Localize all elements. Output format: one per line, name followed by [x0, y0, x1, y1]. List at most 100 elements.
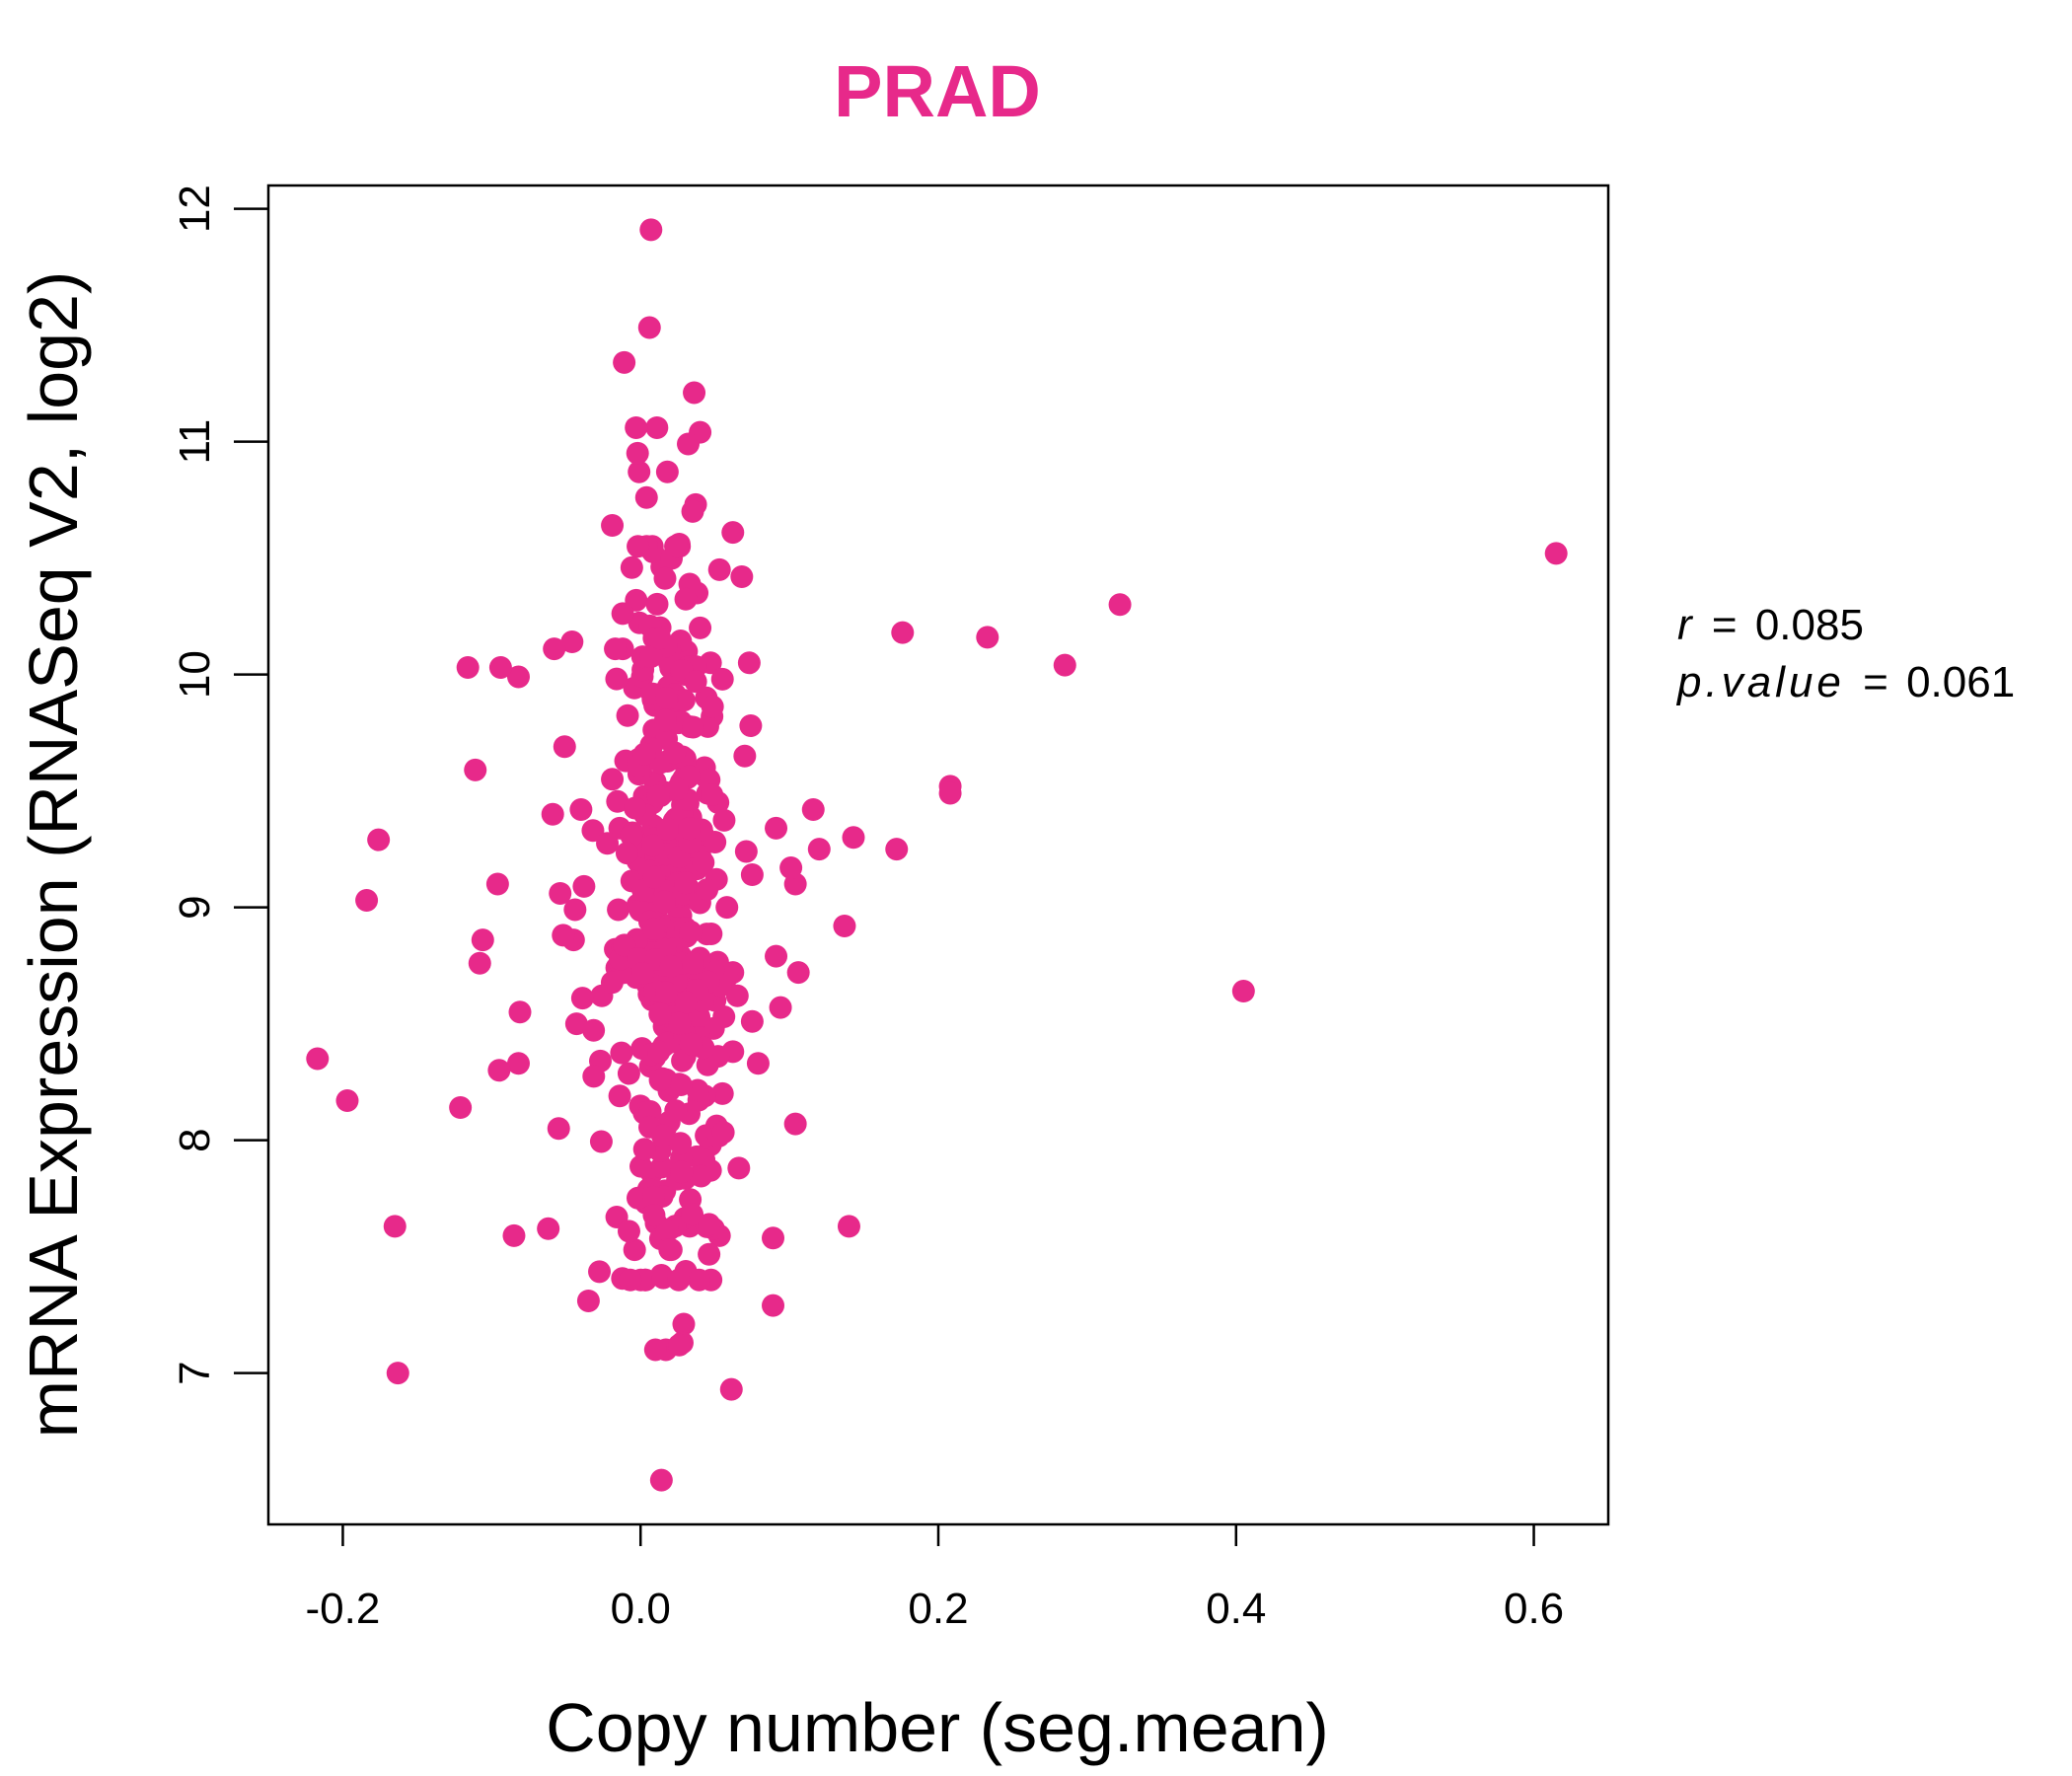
data-point — [1544, 542, 1568, 565]
data-points — [306, 218, 1568, 1492]
data-point — [553, 735, 576, 759]
y-axis-label: mRNA Expression (RNASeq V2, log2) — [15, 271, 92, 1439]
data-point — [367, 828, 391, 851]
data-point — [833, 914, 856, 937]
data-point — [648, 627, 672, 650]
data-point — [698, 1213, 721, 1236]
data-point — [769, 996, 792, 1019]
data-point — [976, 626, 999, 649]
data-point — [648, 1002, 672, 1026]
data-point — [560, 630, 584, 654]
data-point — [646, 784, 670, 808]
p-value: 0.061 — [1906, 658, 2015, 706]
data-point — [570, 987, 594, 1010]
data-point — [552, 924, 575, 947]
data-point — [625, 415, 648, 439]
data-point — [654, 686, 678, 709]
y-tick-label: 8 — [171, 1128, 219, 1151]
data-point — [596, 832, 620, 855]
data-point — [642, 917, 666, 940]
data-point — [765, 944, 788, 968]
data-point — [665, 777, 689, 801]
data-point — [682, 951, 705, 975]
data-point — [617, 1220, 640, 1243]
data-point — [740, 1009, 764, 1033]
data-point — [601, 514, 625, 538]
data-point — [468, 951, 491, 975]
data-point — [737, 651, 761, 675]
data-point — [620, 555, 643, 579]
data-point — [306, 1047, 330, 1071]
data-point — [674, 587, 698, 611]
data-point — [842, 826, 865, 850]
x-axis: -0.2 0.0 0.2 0.4 0.6 — [306, 1524, 1564, 1633]
data-point — [733, 744, 757, 768]
data-point — [783, 1112, 807, 1136]
data-point — [355, 889, 379, 913]
data-point — [608, 1084, 631, 1108]
data-point — [682, 715, 705, 739]
data-point — [679, 920, 703, 943]
data-point — [725, 984, 749, 1007]
data-point — [712, 808, 736, 832]
data-point — [674, 991, 698, 1014]
y-axis: 7 8 9 10 11 12 — [171, 185, 268, 1385]
data-point — [762, 1226, 785, 1250]
data-point — [671, 1049, 695, 1073]
r-label: r — [1677, 601, 1694, 649]
y-tick-label: 9 — [171, 895, 219, 919]
data-point — [700, 923, 723, 946]
data-point — [623, 1238, 646, 1262]
data-point — [641, 834, 665, 857]
data-point — [786, 961, 810, 985]
data-point — [639, 645, 663, 669]
data-point — [669, 1132, 693, 1155]
plot-frame — [266, 184, 1610, 1526]
data-point — [698, 1242, 721, 1266]
data-point — [689, 616, 712, 639]
data-point — [637, 316, 661, 339]
data-point — [645, 415, 669, 439]
data-point — [456, 656, 480, 680]
data-point — [655, 460, 679, 483]
y-tick-label: 10 — [171, 650, 219, 699]
data-point — [678, 817, 702, 841]
data-point — [667, 1333, 691, 1357]
data-point — [681, 1203, 704, 1226]
data-point — [665, 535, 689, 558]
data-point — [615, 842, 638, 865]
p-label: p.value — [1675, 658, 1845, 706]
r-stat: r = 0.085 — [1677, 601, 1864, 649]
data-point — [335, 1088, 359, 1112]
data-point — [449, 1096, 473, 1120]
data-point — [683, 381, 706, 405]
data-point — [656, 817, 680, 841]
chart-title: PRAD — [834, 50, 1041, 132]
data-point — [801, 797, 825, 821]
data-point — [672, 1312, 696, 1336]
data-point — [648, 1069, 672, 1092]
data-point — [740, 863, 764, 887]
data-point — [715, 896, 739, 920]
data-point — [891, 621, 915, 644]
data-point — [649, 1468, 673, 1492]
data-point — [684, 670, 707, 694]
data-point — [537, 1217, 560, 1240]
y-tick-label: 11 — [171, 419, 219, 465]
data-point — [631, 961, 655, 985]
data-point — [710, 667, 734, 691]
data-point — [734, 840, 758, 863]
data-point — [667, 1268, 691, 1292]
data-point — [659, 954, 683, 978]
data-point — [837, 1215, 860, 1238]
data-point — [634, 485, 658, 509]
data-point — [610, 1041, 633, 1065]
data-point — [664, 1099, 688, 1123]
data-point — [639, 218, 663, 242]
data-point — [707, 557, 731, 581]
data-point — [488, 656, 512, 680]
data-point — [711, 1121, 735, 1145]
x-tick-label: 0.0 — [611, 1585, 671, 1633]
data-point — [681, 499, 704, 523]
data-point — [601, 768, 625, 791]
